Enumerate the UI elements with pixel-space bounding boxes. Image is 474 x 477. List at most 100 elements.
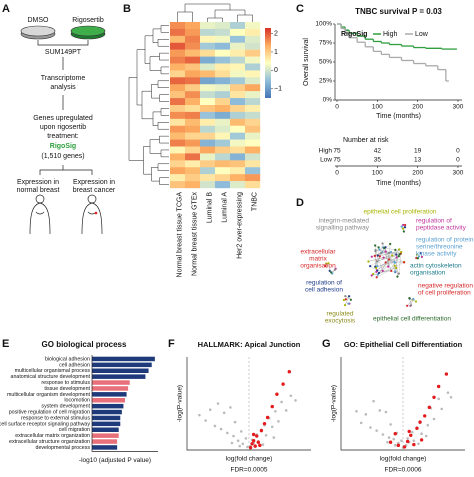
point — [392, 437, 396, 441]
network-node — [370, 255, 373, 258]
heatmap-cell — [170, 35, 186, 43]
network-node — [344, 295, 347, 298]
network-node — [417, 255, 420, 258]
x-axis-label: log(fold change) — [380, 456, 427, 463]
network-edge — [394, 261, 405, 263]
heatmap-cell — [185, 91, 201, 99]
risk-row-name: High — [319, 148, 333, 155]
label: (1,510 genes) — [41, 153, 84, 160]
heatmap-cell — [215, 160, 231, 168]
point — [219, 427, 223, 431]
heatmap-cell — [170, 153, 186, 161]
heatmap-cell — [215, 77, 231, 85]
panel-label: A — [2, 3, 10, 15]
heatmap-cell — [230, 49, 246, 57]
network-edge — [385, 251, 399, 274]
point — [409, 433, 413, 437]
bar — [92, 380, 130, 385]
heatmap-cell — [245, 84, 261, 92]
dendrogram — [152, 28, 161, 43]
heatmap-cell — [230, 139, 246, 147]
heatmap-cell — [170, 167, 186, 175]
bar — [92, 439, 118, 444]
heatmap-cell — [230, 160, 246, 168]
point — [274, 409, 277, 413]
heatmap-cell — [230, 77, 246, 85]
label: Transcriptome — [41, 75, 86, 82]
heatmap-cell — [245, 132, 261, 140]
dendrogram — [159, 135, 169, 144]
heatmap-cell — [170, 105, 186, 113]
bar — [92, 356, 155, 362]
heatmap-cell — [245, 111, 261, 120]
category-label: cell migration — [59, 427, 90, 433]
risk-title: Number at risk — [343, 137, 389, 144]
point — [261, 443, 265, 446]
category-label: positive regulation of cell migration — [9, 409, 90, 415]
heatmap-cell — [200, 35, 216, 43]
heatmap-cell — [185, 70, 201, 78]
point — [232, 434, 235, 438]
heatmap-cell — [230, 56, 246, 64]
network-node — [333, 268, 337, 271]
heatmap-cell — [230, 28, 246, 37]
network-node — [387, 251, 391, 255]
heatmap-cell — [185, 132, 201, 140]
label: analysis — [50, 84, 76, 91]
bar — [92, 362, 152, 368]
heatmap-cell — [170, 70, 186, 78]
point — [375, 429, 378, 432]
column-label: Her2 over-expressing — [236, 192, 243, 259]
network-node — [376, 254, 379, 257]
panel-label: G — [322, 338, 331, 350]
heatmap-cell — [170, 160, 186, 168]
column-label: Luminal A — [221, 192, 228, 223]
network-node — [390, 269, 393, 273]
panel-label: B — [123, 3, 131, 15]
network-node — [404, 223, 407, 227]
heatmap-cell — [185, 22, 201, 30]
bar — [92, 409, 122, 415]
network-node — [348, 295, 351, 298]
heatmap-cell — [185, 49, 201, 57]
network-node — [420, 255, 424, 259]
heatmap-cell — [230, 63, 246, 71]
heatmap-cell — [185, 146, 201, 154]
heatmap-cell — [245, 28, 261, 37]
network-label: matrix — [309, 256, 327, 263]
point — [238, 444, 241, 448]
annotation: FDR=0.0006 — [384, 467, 421, 474]
network-node — [387, 258, 391, 261]
dendrogram — [159, 94, 169, 102]
network-node — [324, 264, 327, 268]
heatmap-cell — [245, 42, 261, 50]
point — [396, 443, 401, 448]
point — [198, 413, 201, 417]
heatmap-cell — [200, 111, 216, 120]
point — [386, 440, 389, 444]
network-edge — [377, 261, 395, 267]
network-label: regulation of protein — [416, 237, 474, 244]
network-node — [342, 298, 346, 302]
network-node — [395, 256, 398, 259]
network-label: peptidase activity — [416, 225, 467, 232]
heatmap-cell — [200, 63, 216, 71]
panel-label: C — [296, 3, 304, 15]
network-node — [389, 242, 392, 246]
point — [378, 409, 382, 412]
heatmap-cell — [185, 84, 201, 92]
heatmap-cell — [200, 125, 216, 133]
y-tick-label: 25% — [319, 78, 332, 85]
heatmap-cell — [230, 84, 246, 92]
heatmap-cell — [185, 35, 201, 43]
column-label: TNBC — [251, 192, 258, 211]
network-node — [384, 261, 387, 264]
network-node — [398, 253, 401, 256]
network-edge — [368, 255, 393, 262]
network-edge — [398, 251, 402, 274]
colorbar-label: 1 — [274, 49, 278, 56]
network-label: integrin-mediated — [319, 218, 370, 225]
legend-label: Low — [415, 31, 429, 38]
network-node — [394, 248, 397, 252]
heatmap-cell — [245, 153, 261, 161]
